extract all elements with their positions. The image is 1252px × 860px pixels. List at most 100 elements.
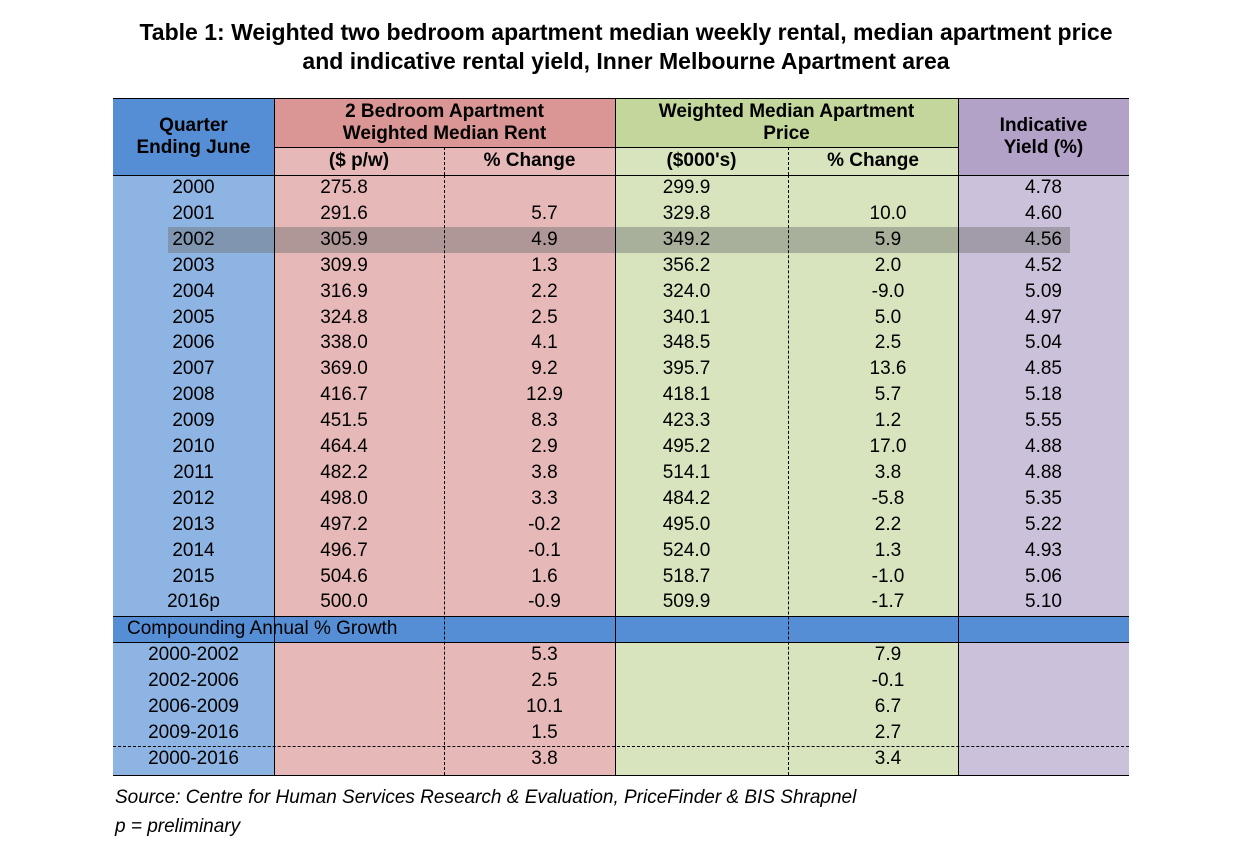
cell-rent: 309.9 — [320, 254, 368, 276]
cell-yield: 4.97 — [1025, 306, 1062, 328]
cell-price-change: -1.7 — [871, 591, 905, 613]
cell-rent: 338.0 — [320, 332, 368, 354]
cell-price-change: 13.6 — [869, 358, 907, 380]
header-price-group-line: Price — [763, 122, 810, 144]
cell-quarter: 2011 — [173, 461, 214, 483]
growth-cell-period: 2002-2006 — [148, 669, 239, 691]
cell-price-change: 5.7 — [874, 384, 902, 406]
cell-price: 395.7 — [662, 358, 711, 380]
cell-yield: 5.06 — [1025, 565, 1062, 587]
growth-cell-price-change: 7.9 — [874, 644, 902, 665]
growth-cell-price-change: 6.7 — [874, 695, 902, 717]
header-price-group-line: Weighted Median Apartment — [658, 100, 915, 122]
cell-price-change: -5.8 — [871, 487, 905, 509]
header-price-change: % Change — [788, 147, 958, 175]
cell-rent: 496.7 — [320, 539, 368, 561]
header-quarter-line: Ending June — [136, 136, 251, 158]
cell-rent-change: 5.7 — [531, 202, 558, 224]
header-price-value-line: ($000's) — [666, 150, 737, 171]
cell-rent-change: -0.9 — [528, 591, 561, 613]
cell-yield: 4.93 — [1025, 539, 1062, 561]
header-rent-group-line: 2 Bedroom Apartment — [345, 100, 544, 122]
cell-rent-change: 2.9 — [531, 436, 558, 457]
cell-rent-change: -0.2 — [528, 513, 561, 535]
cell-price-change: 5.0 — [874, 306, 902, 328]
cell-quarter: 2016p — [167, 591, 220, 613]
cell-price: 348.5 — [662, 332, 711, 354]
yield-header-band — [958, 98, 1129, 175]
cell-price-change: 3.8 — [874, 461, 902, 483]
cell-yield: 5.35 — [1025, 487, 1062, 509]
cell-price: 484.2 — [662, 487, 711, 509]
cell-rent-change: 2.2 — [531, 280, 558, 302]
cell-quarter: 2006 — [172, 332, 215, 354]
cell-rent: 504.6 — [320, 565, 368, 587]
cell-price-change: 2.5 — [874, 332, 902, 354]
header-bottom-border — [113, 175, 1129, 176]
col-divider-2 — [444, 175, 445, 775]
cell-price: 418.1 — [662, 384, 711, 406]
header-yield-line: Yield (%) — [1003, 136, 1084, 158]
cell-rent: 500.0 — [320, 591, 368, 613]
cell-rent-change: 3.8 — [531, 461, 558, 483]
growth-cell-period: 2000-2002 — [148, 644, 239, 665]
cell-price-change: -9.0 — [871, 280, 905, 302]
cell-price: 324.0 — [662, 280, 711, 302]
header-price-value: ($000's) — [615, 147, 788, 175]
source-note: Source: Centre for Human Services Resear… — [115, 787, 857, 808]
cell-rent-change: 4.9 — [531, 228, 558, 250]
header-yield: Indicative Yield (%) — [958, 98, 1129, 175]
cell-price: 349.2 — [662, 228, 711, 250]
growth-cell-period: 2006-2009 — [148, 695, 239, 717]
cell-price: 423.3 — [662, 410, 711, 432]
header-divider-price — [615, 147, 958, 148]
growth-cell-price-change: 3.4 — [874, 747, 902, 769]
cell-quarter: 2009 — [172, 410, 215, 432]
growth-cell-rent-change: 5.3 — [531, 644, 558, 665]
preliminary-note: p = preliminary — [115, 816, 241, 837]
growth-band-bottom-border — [113, 642, 1129, 643]
cell-yield: 5.04 — [1025, 332, 1062, 354]
col-divider-5 — [958, 98, 959, 775]
header-rent-change-line: % Change — [483, 150, 576, 171]
cell-price: 518.7 — [662, 565, 711, 587]
cell-quarter: 2004 — [172, 280, 215, 302]
header-quarter: Quarter Ending June — [113, 98, 274, 175]
col-divider-2-head — [444, 147, 445, 175]
cell-rent-change: 1.3 — [531, 254, 558, 276]
col-divider-1 — [274, 98, 275, 775]
cell-quarter: 2001 — [172, 202, 215, 224]
header-rent-group-line: Weighted Median Rent — [342, 122, 547, 144]
cell-yield: 5.10 — [1025, 591, 1062, 613]
cell-yield: 4.85 — [1025, 358, 1062, 380]
cell-price: 495.2 — [662, 436, 711, 457]
col-divider-4 — [788, 175, 789, 775]
cell-price: 340.1 — [662, 306, 711, 328]
cell-rent-change: 3.3 — [531, 487, 558, 509]
cell-price: 495.0 — [662, 513, 711, 535]
yield-body-band — [958, 175, 1129, 775]
cell-rent: 324.8 — [320, 306, 368, 328]
cell-rent: 305.9 — [320, 228, 368, 250]
cell-rent-change: 8.3 — [531, 410, 558, 432]
growth-section-label: Compounding Annual % Growth — [127, 618, 398, 639]
cell-yield: 4.88 — [1025, 461, 1062, 483]
growth-total-divider — [113, 745, 1129, 747]
cell-price-change: 2.0 — [874, 254, 902, 276]
growth-cell-price-change: -0.1 — [871, 669, 905, 691]
growth-cell-period: 2009-2016 — [148, 721, 239, 743]
growth-cell-period: 2000-2016 — [148, 747, 239, 769]
cell-rent-change: 12.9 — [526, 384, 563, 406]
cell-rent: 482.2 — [320, 461, 368, 483]
cell-rent-change — [474, 175, 615, 201]
cell-price: 524.0 — [662, 539, 711, 561]
header-rent-value-line: ($ p/w) — [328, 150, 390, 171]
cell-quarter: 2013 — [172, 513, 215, 535]
title-line-1: Table 1: Weighted two bedroom apartment … — [139, 19, 1113, 45]
cell-yield: 5.09 — [1025, 280, 1062, 302]
cell-quarter: 2003 — [172, 254, 215, 276]
col-divider-3 — [615, 98, 616, 775]
cell-rent-change: -0.1 — [528, 539, 561, 561]
table-notes: Source: Centre for Human Services Resear… — [115, 783, 856, 841]
growth-band-top-border — [113, 616, 1129, 617]
